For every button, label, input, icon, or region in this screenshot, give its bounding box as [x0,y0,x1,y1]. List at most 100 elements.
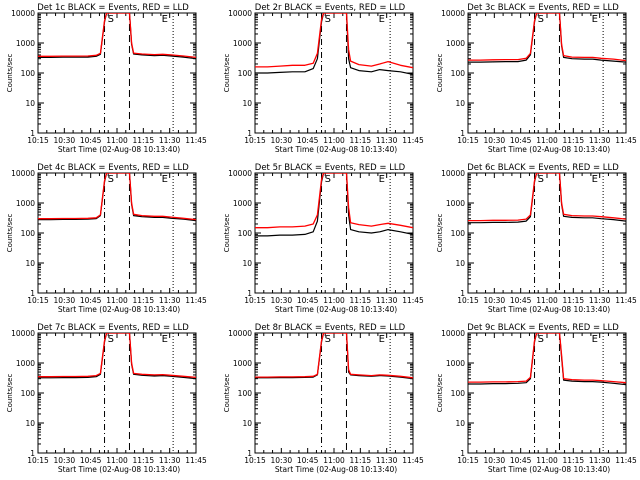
series-line-events [38,173,196,222]
x-tick-label: 11:45 [402,456,424,465]
x-tick-label: 11:45 [185,456,207,465]
y-tick-label: 1000 [446,39,465,48]
y-axis-label: Counts/sec [436,374,444,413]
x-tick-label: 11:00 [536,456,558,465]
y-tick-label: 10000 [228,329,252,338]
x-axis-label: Start Time (02-Aug-08 10:13:40) [488,145,610,154]
x-tick-label: 11:00 [323,136,345,145]
marker-letter: E [379,174,385,185]
series-line-lld [468,173,626,222]
x-tick-label: 11:30 [159,456,181,465]
series-group [255,13,413,75]
y-tick-label: 10 [455,259,465,268]
y-tick-label: 1 [460,129,465,138]
panel-1: Det 1c BLACK = Events, RED = LLD 1 10 100 10… [6,3,207,154]
x-tick-label: 11:30 [589,136,611,145]
marker-letter: S [108,14,114,25]
y-tick-label: 10000 [11,9,35,18]
y-tick-label: 100 [451,69,466,78]
x-tick-label: 11:30 [589,296,611,305]
y-tick-label: 100 [238,69,253,78]
x-tick-label: 10:30 [484,296,506,305]
y-tick-label: 10 [455,419,465,428]
series-group [468,173,626,224]
marker-letter: S [325,14,331,25]
x-tick-label: 11:00 [536,296,558,305]
x-tick-label: 11:15 [133,456,155,465]
plot-frame [37,172,197,294]
panel-8: Det 8r BLACK = Events, RED = LLD 1 10 100 10… [223,323,424,474]
y-tick-label: 10000 [441,9,465,18]
y-tick-label: 10 [25,259,35,268]
x-tick-label: 10:45 [80,136,102,145]
panel-title: Det 2r BLACK = Events, RED = LLD [255,3,406,13]
x-tick-label: 11:30 [376,296,398,305]
x-axis-label: Start Time (02-Aug-08 10:13:40) [275,305,397,314]
panel-title: Det 5r BLACK = Events, RED = LLD [255,163,406,173]
x-tick-label: 11:15 [563,296,585,305]
y-tick-label: 1000 [233,199,252,208]
series-line-events [255,13,413,75]
y-tick-label: 100 [451,389,466,398]
x-tick-label: 10:30 [54,136,76,145]
x-tick-label: 11:00 [323,456,345,465]
x-tick-label: 11:00 [323,296,345,305]
x-tick-label: 11:30 [159,296,181,305]
panel-title: Det 4c BLACK = Events, RED = LLD [37,163,189,173]
y-axis-label: Counts/sec [223,54,231,93]
y-tick-label: 100 [451,229,466,238]
x-axis-label: Start Time (02-Aug-08 10:13:40) [58,145,180,154]
x-tick-label: 11:30 [159,136,181,145]
marker-letter: S [108,334,114,345]
y-tick-label: 10000 [228,9,252,18]
series-line-lld [255,13,413,69]
x-tick-label: 11:30 [376,456,398,465]
series-group [38,333,196,380]
x-tick-label: 11:15 [133,296,155,305]
x-tick-label: 11:45 [615,296,637,305]
marker-letter: S [538,14,544,25]
x-axis-label: Start Time (02-Aug-08 10:13:40) [58,465,180,474]
y-tick-label: 10000 [441,329,465,338]
marker-letter: E [379,14,385,25]
y-tick-label: 1 [247,289,252,298]
y-tick-label: 10000 [228,169,252,178]
y-tick-label: 1000 [446,359,465,368]
x-tick-label: 10:15 [244,296,266,305]
x-tick-label: 11:45 [402,136,424,145]
x-tick-label: 10:30 [271,456,293,465]
y-tick-label: 1000 [233,359,252,368]
x-tick-label: 10:30 [54,296,76,305]
y-tick-label: 1 [247,449,252,458]
y-tick-label: 10 [242,259,252,268]
series-line-events [468,173,626,224]
series-group [255,333,413,380]
plot-frame [467,172,627,294]
y-tick-label: 100 [21,389,36,398]
y-tick-label: 10 [455,99,465,108]
x-axis-label: Start Time (02-Aug-08 10:13:40) [275,465,397,474]
x-tick-label: 11:00 [536,136,558,145]
panel-9: Det 9c BLACK = Events, RED = LLD 1 10 100 10… [436,323,637,474]
x-tick-label: 10:45 [80,456,102,465]
x-tick-label: 11:45 [185,296,207,305]
panel-title: Det 8r BLACK = Events, RED = LLD [255,323,406,333]
x-tick-label: 10:15 [27,136,49,145]
x-axis-label: Start Time (02-Aug-08 10:13:40) [275,145,397,154]
y-tick-label: 1 [30,289,35,298]
plot-frame [467,332,627,454]
series-line-events [468,13,626,63]
x-tick-label: 10:30 [484,456,506,465]
series-line-lld [38,13,196,59]
series-line-events [468,333,626,386]
x-tick-label: 11:15 [350,456,372,465]
y-tick-label: 10 [242,99,252,108]
x-tick-label: 11:30 [376,136,398,145]
panel-title: Det 3c BLACK = Events, RED = LLD [467,3,619,13]
x-tick-label: 10:30 [54,456,76,465]
marker-letter: E [592,14,598,25]
x-tick-label: 11:15 [563,456,585,465]
y-tick-label: 10 [242,419,252,428]
x-tick-label: 10:45 [510,456,532,465]
